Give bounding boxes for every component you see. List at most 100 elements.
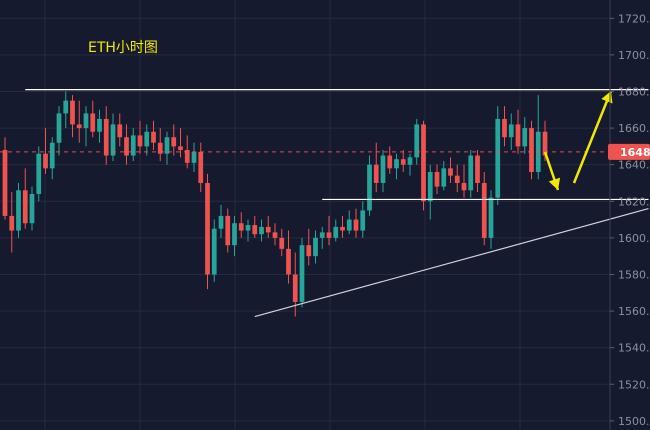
candle <box>400 150 406 172</box>
candle-body <box>97 118 102 132</box>
y-tick-label: 1680.00 <box>618 85 650 98</box>
candle-body <box>319 232 325 238</box>
candle <box>454 164 460 193</box>
candle-body <box>279 237 285 249</box>
candle <box>448 157 453 183</box>
price-badge-background <box>608 143 650 160</box>
candle-body <box>407 157 413 165</box>
rising-trendline <box>254 208 649 318</box>
candle <box>178 128 183 158</box>
candle-body <box>448 168 453 176</box>
candle <box>245 219 251 242</box>
candle-body <box>90 113 96 132</box>
candle <box>29 186 35 231</box>
down-arrow-icon <box>543 151 561 191</box>
candle-body <box>252 225 258 235</box>
candle-body <box>70 100 75 125</box>
candle-body <box>475 155 480 183</box>
candle-body <box>387 155 393 169</box>
candle <box>164 131 170 165</box>
candle-body <box>529 128 534 172</box>
candle-body <box>515 124 521 147</box>
candle-body <box>83 113 89 129</box>
candle-body <box>103 118 109 156</box>
candle <box>333 219 339 242</box>
candle <box>461 164 467 198</box>
drawing-overlays <box>0 89 649 318</box>
y-tick-label: 1560.00 <box>618 305 650 318</box>
candle <box>9 192 15 253</box>
candle-body <box>502 118 507 138</box>
candle-body <box>353 219 359 231</box>
y-tick-label: 1700.00 <box>618 49 650 62</box>
candle <box>529 120 534 180</box>
candle <box>103 106 109 165</box>
candle-body <box>488 197 494 238</box>
candle <box>2 137 8 220</box>
candle-body <box>461 182 467 191</box>
candle-body <box>9 215 15 231</box>
y-tick-label: 1640.00 <box>618 159 650 172</box>
candle-body <box>360 210 366 231</box>
grid-lines <box>0 0 610 430</box>
candle-body <box>421 124 426 202</box>
candle-body <box>205 182 210 275</box>
candle <box>279 228 285 257</box>
candle-body <box>340 226 345 231</box>
candle-body <box>36 153 42 194</box>
down-arrow-icon-head <box>548 177 561 190</box>
candle-body <box>29 193 35 224</box>
candle <box>367 155 372 216</box>
up-arrow-icon-shaft <box>572 90 613 184</box>
candle-body <box>225 215 231 246</box>
candle-body <box>164 137 170 154</box>
candle <box>394 153 399 180</box>
candle <box>22 168 28 229</box>
candle-body <box>144 131 150 147</box>
candle <box>299 237 305 308</box>
candle <box>211 219 217 282</box>
candle-body <box>130 135 136 156</box>
candle-body <box>400 159 406 165</box>
candle-body <box>495 118 501 198</box>
candle-body <box>367 164 372 211</box>
candle <box>225 208 231 253</box>
candle-body <box>2 150 8 216</box>
candle <box>198 142 204 193</box>
candle <box>414 118 420 165</box>
candle <box>76 100 82 143</box>
candle-body <box>198 151 204 183</box>
candle-body <box>286 248 291 275</box>
candle <box>272 223 278 246</box>
candle <box>157 128 163 162</box>
candle-body <box>184 150 190 163</box>
y-tick-label: 1500.00 <box>618 415 650 428</box>
y-tick-label: 1540.00 <box>618 342 650 355</box>
candle <box>43 128 48 174</box>
candle <box>387 146 393 174</box>
candle-body <box>63 100 69 114</box>
candle-body <box>43 153 48 169</box>
candle-body <box>16 190 21 231</box>
candle <box>346 210 352 235</box>
y-tick-label: 1620.00 <box>618 195 650 208</box>
candle <box>306 228 312 266</box>
candle-body <box>22 190 28 224</box>
candle <box>488 190 494 249</box>
candle-body <box>137 135 143 147</box>
candle-body <box>245 225 251 231</box>
candle <box>56 106 62 156</box>
candle <box>144 124 150 156</box>
candle-body <box>481 182 487 238</box>
y-tick-label: 1660.00 <box>618 122 650 135</box>
candle <box>36 146 42 202</box>
candle <box>218 204 224 238</box>
candle-body <box>272 232 278 238</box>
candle-body <box>110 124 116 156</box>
candle <box>508 113 514 151</box>
y-axis: 1500.00 1520.00 1540.00 1560.00 1580.00 1600.… <box>609 0 650 430</box>
candle-body <box>394 159 399 169</box>
candle-body <box>333 226 339 238</box>
candle <box>502 106 507 147</box>
